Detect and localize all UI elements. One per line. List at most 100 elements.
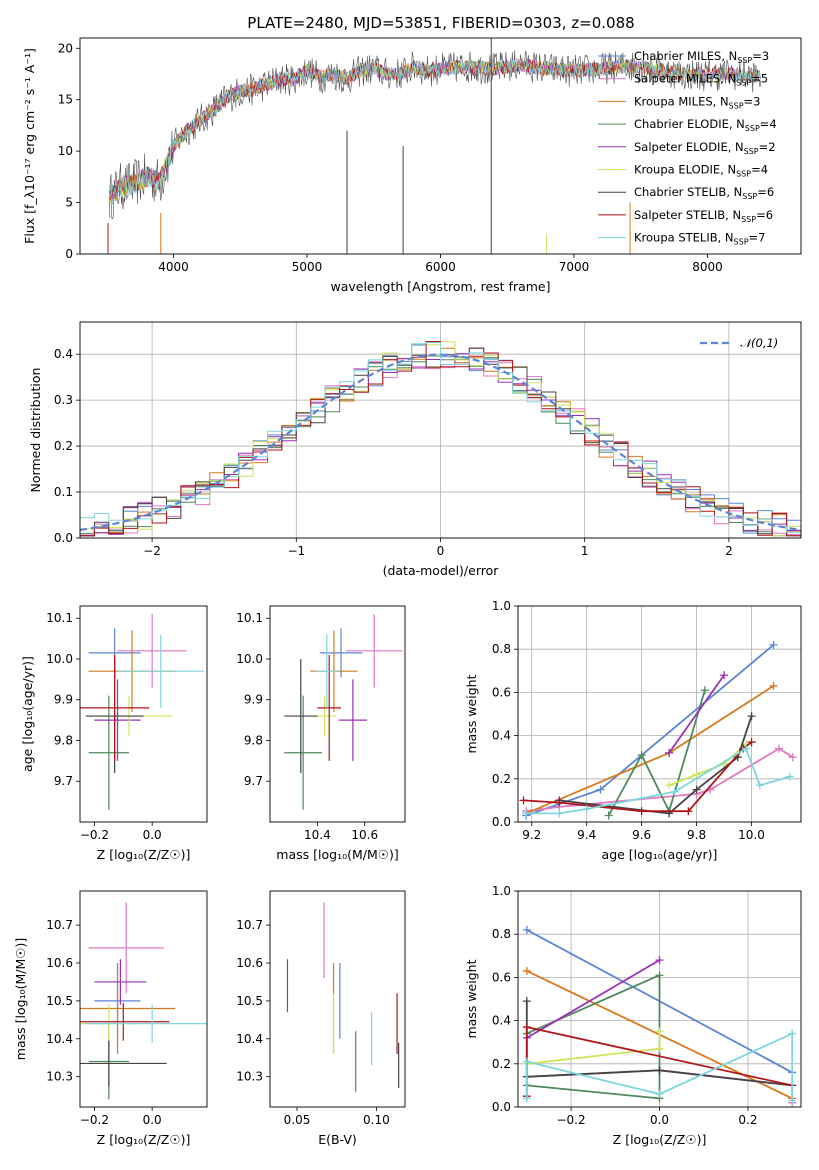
weight-marker xyxy=(522,925,531,934)
weight-marker xyxy=(692,785,701,794)
legend-entry-normal: 𝒩(0,1) xyxy=(740,336,778,350)
axes-frame xyxy=(269,605,406,823)
weight-marker xyxy=(788,753,797,762)
y-tick-label: 10.7 xyxy=(46,918,73,932)
weight-marker xyxy=(637,751,646,760)
errorbar-point-5 xyxy=(94,679,141,761)
weight-marker xyxy=(769,640,778,649)
weight-marker xyxy=(655,1044,664,1053)
x-tick-label: −1 xyxy=(287,544,305,558)
weight-series-4 xyxy=(522,971,664,1103)
weight-series-6 xyxy=(522,1027,664,1068)
errorbar-point-4 xyxy=(284,695,323,810)
spectrum-line-9 xyxy=(109,57,761,206)
x-tick-label: −0.2 xyxy=(556,1113,585,1127)
weight-series-9 xyxy=(522,1029,797,1105)
y-axis-label: mass weight xyxy=(464,674,479,753)
y-axis-label: mass [log₁₀(M/M☉)] xyxy=(13,938,28,1060)
errorbar-point-5 xyxy=(338,679,368,761)
axes-frame xyxy=(79,37,802,255)
x-tick-label: 7000 xyxy=(559,260,590,274)
plot-area-massweight_vs_age xyxy=(519,640,797,820)
plot-area-age_vs_mass xyxy=(284,614,403,810)
y-tick-label: 0.2 xyxy=(492,1057,511,1071)
weight-marker xyxy=(788,1096,797,1105)
y-axis-label: Normed distribution xyxy=(28,368,43,493)
x-tick-label: 9.4 xyxy=(577,828,596,842)
weight-marker xyxy=(555,809,564,818)
axes-spectrum: 4000 5000 6000 7000 8000 0 5 10 15 20 wavelength [… xyxy=(22,37,802,294)
y-tick-label: 0.2 xyxy=(54,439,73,453)
weight-series-9 xyxy=(522,744,795,818)
weight-marker xyxy=(700,686,709,695)
y-tick-label: 9.7 xyxy=(244,774,263,788)
x-tick-label: 6000 xyxy=(425,260,456,274)
weight-marker xyxy=(522,809,531,818)
weight-marker xyxy=(665,748,674,757)
weight-marker xyxy=(786,772,795,781)
axes-mass_vs_ebv: 0.05 0.10 10.3 10.4 10.5 10.6 10.7 E(B-V) xyxy=(236,890,406,1147)
errorbar-point-7 xyxy=(80,1040,167,1087)
weight-marker xyxy=(604,811,613,820)
y-tick-label: 20 xyxy=(58,41,73,55)
errorbar-point-9 xyxy=(85,1004,207,1043)
x-axis-label: Z [log₁₀(Z/Z☉)] xyxy=(613,1132,707,1147)
y-tick-label: 10.0 xyxy=(236,652,263,666)
axes-massweight_vs_Z: −0.2 0.0 0.2 0.0 0.2 0.4 0.6 0.8 1.0 Z [log₁₀(Z/Z… xyxy=(464,884,802,1147)
weight-line xyxy=(526,973,661,1100)
y-tick-label: 0.1 xyxy=(54,485,73,499)
axes-massweight_vs_age: 9.2 9.4 9.6 9.8 10.0 0.0 0.2 0.4 0.6 0.8 1.0 age [l… xyxy=(464,599,802,862)
x-axis-label: E(B-V) xyxy=(318,1132,357,1147)
weight-marker xyxy=(775,744,784,753)
legend-entry-7: Chabrier STELIB, NSSP=6 xyxy=(634,185,774,201)
x-tick-label: 0.0 xyxy=(650,1113,669,1127)
x-tick-label: −0.2 xyxy=(80,1113,109,1127)
errorbar-point-2 xyxy=(88,902,164,994)
x-tick-label: 10.0 xyxy=(738,828,765,842)
weight-series-5 xyxy=(665,671,729,757)
weight-marker xyxy=(637,807,646,816)
weight-series-1 xyxy=(522,640,778,820)
weight-line xyxy=(668,743,747,787)
y-tick-label: 1.0 xyxy=(492,884,511,898)
weight-marker xyxy=(655,1066,664,1075)
figure-title: PLATE=2480, MJD=53851, FIBERID=0303, z=0… xyxy=(247,14,634,32)
weight-marker xyxy=(788,1029,797,1038)
weight-line xyxy=(526,959,660,1039)
weight-marker xyxy=(522,966,531,975)
y-axis-label: mass weight xyxy=(464,959,479,1038)
weight-marker xyxy=(655,956,664,965)
y-tick-label: 0 xyxy=(65,247,73,261)
y-tick-label: 5 xyxy=(65,196,73,210)
weight-marker xyxy=(692,770,701,779)
y-tick-label: 10.6 xyxy=(46,956,73,970)
y-tick-label: 0.6 xyxy=(492,685,511,699)
weight-series-8 xyxy=(519,738,756,816)
weight-line xyxy=(525,644,775,817)
y-tick-label: 9.7 xyxy=(54,774,73,788)
errorbar-point-1 xyxy=(319,628,363,678)
x-tick-label: −0.2 xyxy=(80,828,109,842)
y-tick-label: 0.0 xyxy=(492,815,511,829)
x-tick-label: 0.2 xyxy=(738,1113,757,1127)
axes-frame xyxy=(79,890,208,1108)
y-tick-label: 10 xyxy=(58,144,73,158)
y-tick-label: 9.9 xyxy=(244,693,263,707)
errorbar-point-2 xyxy=(345,614,403,688)
y-tick-label: 9.8 xyxy=(54,733,73,747)
y-tick-label: 10.3 xyxy=(46,1070,73,1084)
y-tick-label: 10.0 xyxy=(46,652,73,666)
y-tick-label: 15 xyxy=(58,93,73,107)
y-tick-label: 9.9 xyxy=(54,693,73,707)
histogram-8 xyxy=(80,341,801,537)
histogram-9 xyxy=(80,342,801,533)
weight-marker xyxy=(747,738,756,747)
axes-age_vs_Z: −0.2 0.0 9.7 9.8 9.9 10.0 10.1 Z [log₁₀(Z/Z☉)] a… xyxy=(20,605,208,862)
weight-marker xyxy=(522,997,531,1006)
y-tick-label: 0.4 xyxy=(492,729,511,743)
x-tick-label: 0.0 xyxy=(143,828,162,842)
y-tick-label: 0.0 xyxy=(54,531,73,545)
y-tick-label: 9.8 xyxy=(244,733,263,747)
weight-marker xyxy=(582,805,591,814)
